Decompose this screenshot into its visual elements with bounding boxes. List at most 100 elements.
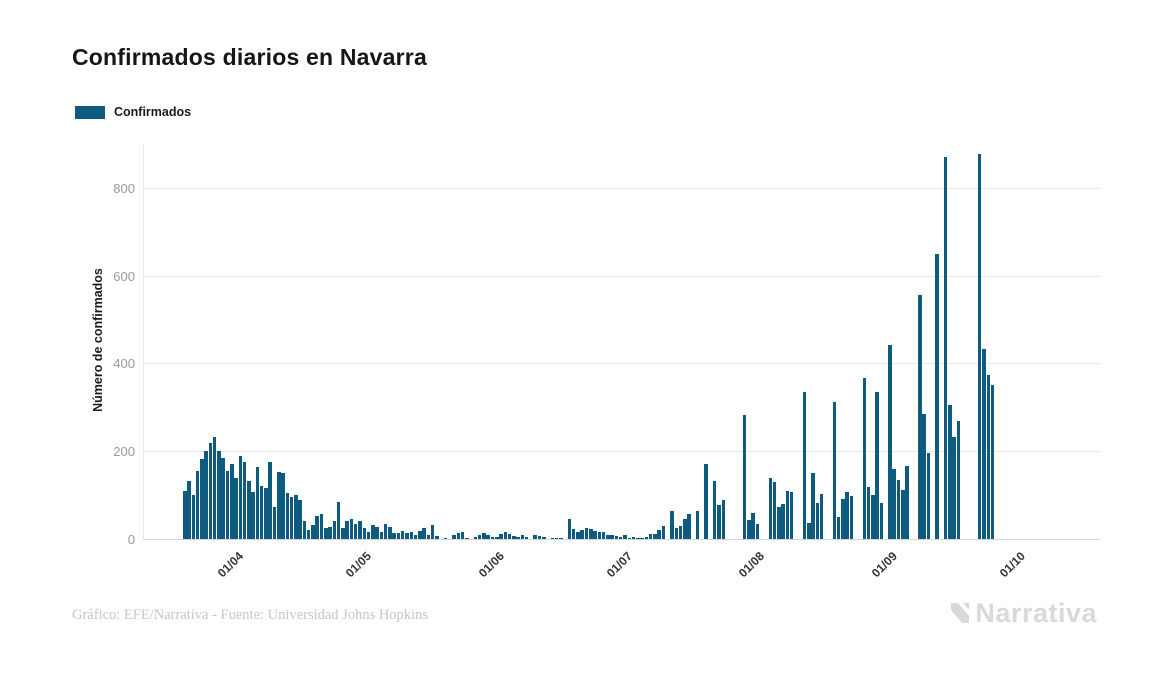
bar xyxy=(542,536,546,539)
bar xyxy=(272,507,277,539)
bar xyxy=(721,499,726,539)
bar xyxy=(255,467,260,539)
bar xyxy=(204,451,208,539)
bar xyxy=(294,495,298,539)
bar xyxy=(747,519,751,539)
bar xyxy=(871,495,875,539)
bar xyxy=(486,535,490,539)
bar xyxy=(319,513,324,539)
bar xyxy=(623,535,627,539)
bar xyxy=(200,459,204,539)
bar xyxy=(640,537,644,539)
bar xyxy=(815,503,820,539)
bar xyxy=(465,537,469,539)
bar xyxy=(336,501,341,539)
bar xyxy=(606,535,610,539)
y-tick-label-200: 200 xyxy=(113,444,135,460)
bar xyxy=(811,473,815,539)
bar xyxy=(554,538,559,539)
bar xyxy=(567,518,572,539)
bar xyxy=(982,349,986,539)
bar xyxy=(430,525,435,539)
bar xyxy=(507,533,512,539)
bar xyxy=(247,480,251,539)
bar xyxy=(678,525,683,539)
bar xyxy=(789,491,794,539)
bar xyxy=(435,535,439,539)
bar xyxy=(371,525,375,539)
bar xyxy=(610,534,614,539)
bar xyxy=(785,490,790,539)
y-tick-label-0: 0 xyxy=(127,532,135,547)
bar xyxy=(550,537,555,539)
legend-swatch-confirmados xyxy=(75,105,105,119)
legend: Confirmados xyxy=(75,105,191,119)
bar xyxy=(712,480,717,539)
bar xyxy=(358,521,362,539)
x-tick-label-01-09: 01/09 xyxy=(868,549,900,581)
bar xyxy=(208,443,213,539)
bar xyxy=(781,504,785,539)
bar xyxy=(896,480,901,539)
bar xyxy=(601,531,606,539)
bar xyxy=(948,405,952,539)
brand-logo: Narrativa xyxy=(951,598,1097,629)
bar xyxy=(302,521,307,539)
source-credit: Gráfico: EFE/Narrativa - Fuente: Univers… xyxy=(72,607,428,623)
bar xyxy=(422,528,426,539)
bar xyxy=(473,536,478,539)
bar xyxy=(332,521,337,539)
narrativa-logo-icon xyxy=(951,603,970,623)
bar xyxy=(751,512,755,539)
bar xyxy=(512,536,516,539)
bar xyxy=(841,499,845,539)
bar xyxy=(653,533,657,539)
bar xyxy=(400,531,405,539)
bar xyxy=(495,536,499,539)
gridline-y-600 xyxy=(143,275,1100,277)
bar xyxy=(670,510,674,539)
bar xyxy=(225,470,230,539)
bar xyxy=(952,437,956,539)
bar xyxy=(683,519,687,539)
bar xyxy=(482,532,486,539)
bar xyxy=(324,528,328,539)
bar xyxy=(704,463,708,539)
bar xyxy=(524,536,529,539)
bar xyxy=(661,525,666,539)
bar xyxy=(183,490,187,539)
bar xyxy=(409,531,414,539)
bar xyxy=(926,453,931,539)
bar xyxy=(584,528,589,539)
bar xyxy=(221,457,225,539)
bar xyxy=(533,535,537,539)
bar xyxy=(426,534,431,539)
bar xyxy=(277,472,281,539)
bar xyxy=(388,526,392,539)
bar xyxy=(866,487,871,539)
gridline-y-200 xyxy=(143,451,1100,453)
gridline-y-0 xyxy=(143,539,1100,540)
gridline-y-800 xyxy=(143,187,1100,189)
bar xyxy=(375,526,379,539)
bar xyxy=(849,495,854,539)
bar xyxy=(191,495,196,539)
bar xyxy=(516,536,520,539)
bar xyxy=(306,530,311,539)
bar xyxy=(396,533,401,539)
brand-name: Narrativa xyxy=(975,598,1097,628)
bar xyxy=(503,532,508,539)
bar xyxy=(490,537,495,539)
bar xyxy=(259,485,264,539)
gridline-y-400 xyxy=(143,363,1100,365)
bar xyxy=(251,492,255,539)
bar xyxy=(589,529,593,539)
bar xyxy=(627,537,631,539)
bar xyxy=(345,520,349,539)
bar xyxy=(264,488,268,539)
bar xyxy=(644,536,649,539)
bar xyxy=(392,533,396,539)
bar xyxy=(935,253,939,539)
x-tick-label-01-04: 01/04 xyxy=(214,549,246,581)
